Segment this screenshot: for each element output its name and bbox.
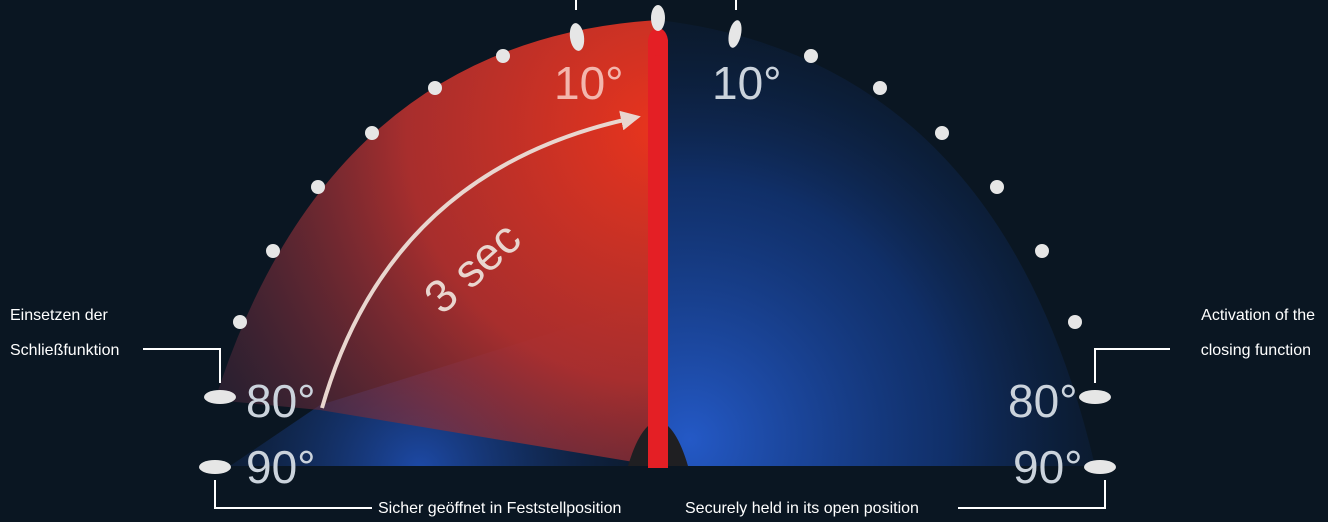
open-zone	[658, 20, 1095, 466]
door-leaf	[648, 40, 668, 468]
marker-dot	[935, 126, 949, 140]
marker-80-left	[204, 390, 236, 404]
closing-note-de-line1: Einsetzen der	[10, 307, 109, 324]
marker-dot	[428, 81, 442, 95]
label-80-right: 80°	[1008, 375, 1078, 427]
marker-90-left	[199, 460, 231, 474]
door-top	[648, 28, 668, 56]
marker-dot	[873, 81, 887, 95]
marker-top-center	[651, 5, 665, 31]
marker-top-right	[728, 20, 742, 48]
label-10-right: 10°	[712, 57, 782, 109]
held-note-de: Sicher geöffnet in Feststellposition	[378, 500, 621, 517]
label-90-right: 90°	[1013, 441, 1083, 493]
marker-dot	[365, 126, 379, 140]
label-90-left: 90°	[246, 441, 316, 493]
marker-dot	[233, 315, 247, 329]
marker-80-right	[1079, 390, 1111, 404]
angle-markers	[199, 5, 1116, 474]
held-leader-right	[958, 480, 1106, 509]
closing-note-de-line2: Schließfunktion	[10, 342, 119, 359]
marker-dot	[311, 180, 325, 194]
marker-dot	[496, 49, 510, 63]
held-leader-left	[214, 480, 372, 509]
closing-note-en-line1: Activation of the	[1201, 307, 1315, 324]
label-10-left: 10°	[554, 57, 624, 109]
closing-leader-right	[1094, 348, 1170, 383]
label-80-left: 80°	[246, 375, 316, 427]
marker-90-right	[1084, 460, 1116, 474]
marker-dot	[990, 180, 1004, 194]
marker-dot	[266, 244, 280, 258]
held-note-en: Securely held in its open position	[685, 500, 919, 517]
closing-leader-left	[143, 348, 221, 383]
marker-dot	[1068, 315, 1082, 329]
marker-top-left	[569, 23, 585, 51]
marker-dot	[804, 49, 818, 63]
marker-dot	[1035, 244, 1049, 258]
closing-note-en-line2: closing function	[1201, 342, 1311, 359]
closing-arrow	[320, 110, 641, 409]
closing-zone	[215, 20, 658, 466]
